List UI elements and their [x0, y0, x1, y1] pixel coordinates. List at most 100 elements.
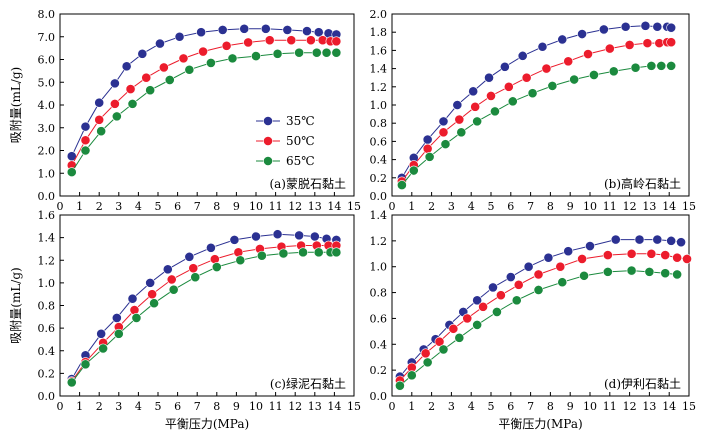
x-tick-label: 2 [96, 400, 103, 413]
data-point [517, 50, 528, 61]
data-point [656, 60, 667, 71]
panel-label: (a)蒙脱石黏土 [269, 176, 346, 191]
y-tick-label: 0.8 [370, 117, 388, 130]
x-tick-label: 9 [233, 200, 240, 213]
data-point [527, 88, 538, 99]
data-point [125, 84, 136, 94]
x-tick-label: 1 [408, 200, 415, 213]
x-tick-label: 9 [567, 200, 574, 213]
data-point [313, 27, 324, 38]
data-point [188, 263, 199, 274]
legend-label: 35℃ [286, 114, 315, 128]
x-tick-label: 10 [583, 400, 597, 413]
data-point [557, 34, 568, 45]
data-point [184, 64, 195, 75]
y-tick-label: 4.0 [38, 99, 56, 112]
y-tick-label: 1.4 [370, 63, 388, 76]
y-tick-label: 2.0 [370, 8, 388, 21]
data-point [652, 21, 663, 32]
x-tick-label: 6 [507, 200, 514, 213]
data-point [682, 254, 692, 264]
data-point [424, 151, 435, 162]
x-tick-label: 8 [547, 400, 554, 413]
data-point [251, 51, 261, 61]
x-tick-label: 15 [347, 400, 361, 413]
data-point [162, 264, 173, 275]
data-point [198, 46, 208, 57]
x-tick-label: 12 [288, 200, 302, 213]
data-point [533, 269, 544, 280]
data-point [440, 139, 451, 150]
data-point [331, 36, 342, 47]
data-point [211, 262, 222, 272]
data-point [569, 74, 580, 85]
data-point [422, 134, 433, 145]
series-line-1 [71, 245, 337, 382]
legend-marker [263, 136, 273, 146]
plot-frame [391, 214, 690, 397]
data-point [396, 180, 407, 190]
x-tick-label: 5 [155, 200, 162, 213]
data-point [620, 21, 631, 32]
x-tick-label: 9 [567, 400, 574, 413]
panel-label: (d)伊利石黏土 [604, 377, 681, 391]
data-point [166, 274, 177, 285]
data-point [438, 116, 449, 127]
x-tick-label: 1 [76, 200, 83, 213]
y-tick-label: 8.0 [38, 8, 56, 21]
data-point [311, 47, 322, 58]
data-point [434, 336, 445, 347]
data-point [331, 47, 342, 58]
data-point [634, 234, 645, 245]
data-point [206, 242, 216, 253]
x-tick-label: 11 [269, 200, 283, 213]
y-tick-label: 1.2 [38, 254, 56, 267]
x-tick-label: 3 [115, 200, 122, 213]
x-tick-label: 13 [642, 200, 656, 213]
data-point [652, 234, 663, 245]
x-tick-label: 7 [194, 400, 201, 413]
data-point [331, 247, 342, 258]
x-tick-label: 0 [57, 200, 64, 213]
data-point [676, 237, 686, 248]
x-tick-label: 11 [603, 200, 617, 213]
data-point [563, 246, 574, 257]
data-point [141, 72, 152, 83]
panel-chlorite: 0 1 2 3 4 5 6 7 8 9 10 11 12 13 14 150.00.20.40.60.81.0… [9, 209, 361, 431]
data-point [492, 307, 502, 317]
data-point [406, 370, 417, 381]
data-point [309, 231, 320, 242]
y-tick-label: 1.2 [370, 235, 388, 248]
data-point [585, 241, 595, 251]
data-point [221, 40, 232, 51]
data-point [294, 230, 305, 241]
data-point [543, 252, 554, 263]
data-point [422, 143, 433, 154]
x-tick-label: 12 [288, 400, 302, 413]
data-point [111, 313, 122, 323]
data-point [472, 116, 483, 127]
panel-label: (c)绿泥石黏土 [270, 376, 346, 391]
data-point [235, 255, 246, 266]
x-tick-label: 14 [662, 400, 676, 413]
data-point [206, 58, 216, 68]
data-point [513, 279, 524, 290]
x-tick-label: 13 [308, 200, 322, 213]
y-tick-label: 1.0 [38, 277, 56, 290]
data-point [66, 377, 77, 388]
data-point [533, 285, 544, 295]
x-tick-label: 6 [174, 200, 181, 213]
data-point [563, 56, 574, 67]
x-tick-label: 8 [213, 200, 220, 213]
y-tick-label: 1.8 [370, 26, 388, 39]
y-tick-label: 0.6 [370, 135, 388, 148]
x-tick-label: 5 [488, 200, 495, 213]
x-axis-label: 平衡压力(MPa) [165, 417, 249, 431]
data-point [456, 127, 467, 138]
data-point [630, 62, 641, 73]
data-point [109, 78, 120, 89]
series-line-0 [399, 239, 682, 377]
data-point [640, 20, 651, 31]
x-tick-label: 14 [662, 200, 676, 213]
data-point [462, 313, 473, 324]
